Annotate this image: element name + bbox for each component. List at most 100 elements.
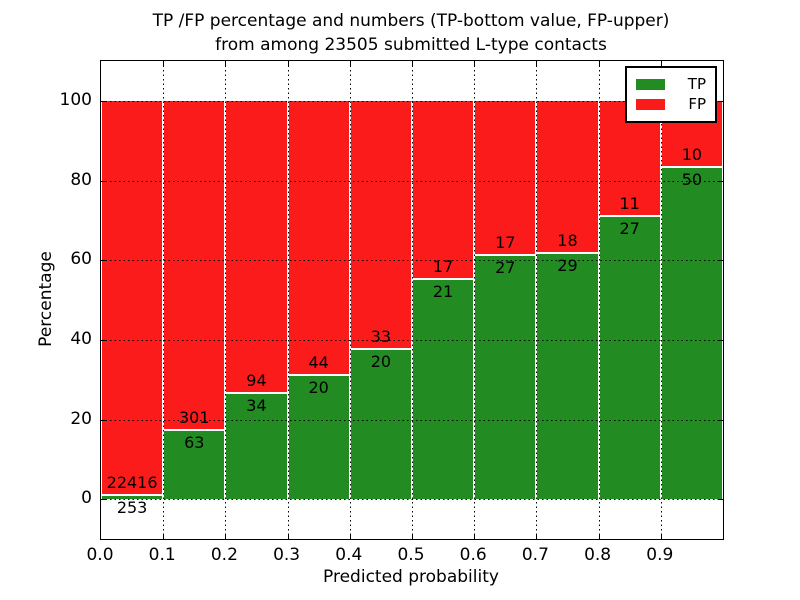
gridline-horizontal: [101, 260, 723, 262]
bar-label-tp: 63: [184, 433, 205, 453]
x-tick-label: 0.7: [521, 545, 549, 565]
gridline-horizontal: [101, 100, 723, 102]
bar-label-tp: 34: [246, 396, 267, 416]
bar-segment-tp: [475, 254, 536, 500]
x-tick-mark: [536, 534, 538, 539]
x-tick-label: 0.8: [584, 545, 612, 565]
bar-segment-tp: [599, 216, 660, 500]
bar-segment-fp: [537, 100, 598, 254]
x-tick-mark: [349, 61, 351, 66]
x-tick-label: 0.0: [86, 545, 114, 565]
bar-segment-tp: [164, 430, 225, 500]
bar-label-fp: 22416: [106, 472, 158, 492]
bar-label-tp: 29: [557, 256, 578, 276]
x-tick-label: 0.4: [335, 545, 363, 565]
bar-label-tp: 27: [495, 257, 516, 277]
bar-segment-fp: [475, 100, 536, 255]
bar: [661, 100, 722, 500]
x-tick-label: 0.9: [646, 545, 674, 565]
bar: [226, 100, 287, 500]
bar-segment-fp: [164, 100, 225, 431]
plot-area: 22416 253 301 63 94 34 44 20 33 20 17 21 17 27 18 29 11 2…: [100, 60, 724, 540]
bar-segment-tp: [413, 279, 474, 500]
x-tick-mark: [412, 61, 413, 66]
legend-swatch-fp-icon: [636, 98, 665, 110]
x-tick-mark: [598, 61, 600, 66]
bar-segment-tp: [537, 253, 598, 500]
gridline-vertical: [225, 61, 227, 539]
bar-segment-divider: [661, 166, 722, 169]
gridline-vertical: [287, 61, 289, 539]
y-tick-mark: [718, 100, 723, 102]
y-tick-mark: [718, 260, 723, 262]
bar: [288, 100, 349, 500]
gridline-vertical: [598, 61, 600, 539]
gridline-horizontal: [101, 339, 723, 341]
y-tick-mark: [101, 180, 106, 182]
bar-label-tp: 21: [432, 282, 454, 302]
bar-segment-divider: [537, 252, 598, 255]
y-tick-label: 80: [70, 169, 92, 190]
x-tick-mark: [287, 534, 289, 539]
y-tick-mark: [101, 100, 106, 102]
x-tick-mark: [287, 61, 289, 66]
y-tick-mark: [101, 339, 106, 341]
bar-labels-layer: 22416 253 301 63 94 34 44 20 33 20 17 21 17 27 18 29 11 2…: [101, 61, 723, 539]
gridline-horizontal: [101, 419, 723, 421]
bar-segment-fp: [413, 100, 474, 280]
gridline-vertical: [412, 61, 413, 539]
bar-label-tp: 27: [619, 219, 640, 239]
x-tick-mark: [225, 534, 227, 539]
legend-label-fp: FP: [688, 95, 706, 113]
bar-segment-divider: [102, 493, 163, 496]
bar-label-fp: 17: [432, 257, 454, 277]
bar-label-tp: 253: [116, 497, 148, 517]
bar-label-tp: 50: [681, 170, 703, 190]
bar-label-fp: 17: [495, 232, 516, 252]
bar-segment-divider: [164, 429, 225, 432]
bar-label-fp: 44: [308, 352, 329, 372]
legend-item-fp: FP: [636, 94, 706, 114]
bar-label-fp: 11: [619, 194, 640, 214]
x-tick-mark: [474, 61, 476, 66]
bar-segment-tp: [226, 393, 287, 500]
bar-segment-divider: [288, 373, 349, 376]
bar-segment-divider: [226, 392, 287, 395]
legend: TP FP: [625, 66, 717, 123]
x-tick-mark: [163, 61, 165, 66]
chart-title: TP /FP percentage and numbers (TP-bottom…: [100, 9, 722, 57]
x-tick-mark: [412, 534, 413, 539]
bar-label-fp: 301: [179, 408, 210, 428]
legend-item-tp: TP: [636, 74, 706, 94]
x-tick-mark: [660, 61, 662, 66]
y-tick-mark: [718, 180, 723, 182]
chart-title-line1: TP /FP percentage and numbers (TP-bottom…: [152, 11, 670, 31]
bar-label-fp: 94: [246, 371, 267, 391]
y-tick-mark: [101, 499, 106, 501]
gridline-vertical: [536, 61, 538, 539]
bar-segment-divider: [350, 347, 411, 350]
bar-segment-fp: [226, 100, 287, 394]
bar-segment-fp: [102, 100, 163, 495]
x-tick-label: 0.3: [273, 545, 301, 565]
x-tick-mark: [536, 61, 538, 66]
y-tick-label: 0: [81, 488, 92, 509]
x-tick-label: 0.6: [459, 545, 487, 565]
y-tick-mark: [718, 339, 723, 341]
gridline-vertical: [349, 61, 351, 539]
grid-layer: [101, 61, 723, 539]
y-tick-mark: [101, 260, 106, 262]
x-tick-label: 0.1: [148, 545, 176, 565]
bar-segment-divider: [475, 253, 536, 256]
bar-label-fp: 33: [370, 326, 392, 346]
bars-layer: [101, 61, 723, 539]
bar: [164, 100, 225, 500]
bar-segment-fp: [350, 100, 411, 349]
bar: [413, 100, 474, 500]
bar-segment-divider: [413, 278, 474, 281]
x-tick-mark: [660, 534, 662, 539]
gridline-horizontal: [101, 180, 723, 182]
ticks-layer: [101, 61, 723, 539]
bar-segment-tp: [288, 374, 349, 500]
